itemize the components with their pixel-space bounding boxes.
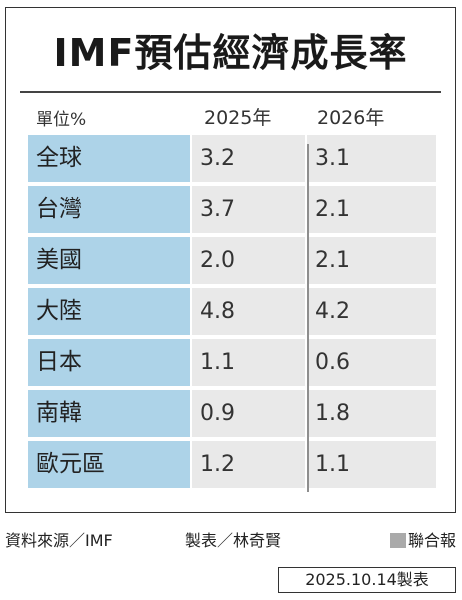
value-2025: 3.7	[192, 186, 305, 233]
table-header-row: 單位% 2025年 2026年	[28, 97, 436, 135]
row-name: 美國	[28, 237, 190, 284]
value-2026: 3.1	[307, 135, 436, 182]
table-row: 美國 2.0 2.1	[28, 237, 436, 284]
value-2026: 1.8	[307, 390, 436, 437]
value-2026: 4.2	[307, 288, 436, 335]
value-2025: 2.0	[192, 237, 305, 284]
value-2025: 1.2	[192, 441, 305, 488]
table-row: 台灣 3.7 2.1	[28, 186, 436, 233]
title-divider	[20, 91, 441, 93]
growth-table: 單位% 2025年 2026年 全球 3.2 3.1 台灣 3.7 2.1 美國…	[28, 97, 436, 492]
chart-frame: IMF預估經濟成長率	[5, 7, 456, 513]
brand-credit: 聯合報	[389, 527, 456, 551]
column-header-2026: 2026年	[317, 107, 385, 129]
value-2026: 1.1	[307, 441, 436, 488]
value-2025: 1.1	[192, 339, 305, 386]
value-2026: 2.1	[307, 237, 436, 284]
row-name: 歐元區	[28, 441, 190, 488]
row-name: 大陸	[28, 288, 190, 335]
value-2025: 0.9	[192, 390, 305, 437]
maker-note: 製表／林奇賢	[185, 531, 282, 550]
date-stamp: 2025.10.14製表	[278, 567, 456, 593]
table-row: 日本 1.1 0.6	[28, 339, 436, 386]
row-name: 台灣	[28, 186, 190, 233]
table-row: 歐元區 1.2 1.1	[28, 441, 436, 488]
value-2025: 3.2	[192, 135, 305, 182]
table-row: 南韓 0.9 1.8	[28, 390, 436, 437]
row-name: 南韓	[28, 390, 190, 437]
column-divider	[307, 144, 309, 492]
value-2026: 0.6	[307, 339, 436, 386]
value-2026: 2.1	[307, 186, 436, 233]
value-2025: 4.8	[192, 288, 305, 335]
source-note: 資料來源／IMF	[5, 531, 113, 550]
row-name: 全球	[28, 135, 190, 182]
table-row: 大陸 4.8 4.2	[28, 288, 436, 335]
footer: 資料來源／IMF 製表／林奇賢 聯合報	[5, 523, 456, 553]
brand-square-icon	[389, 533, 406, 548]
row-name: 日本	[28, 339, 190, 386]
brand-name: 聯合報	[407, 531, 456, 550]
chart-title: IMF預估經濟成長率	[53, 31, 408, 75]
column-header-2025: 2025年	[204, 107, 272, 129]
table-row: 全球 3.2 3.1	[28, 135, 436, 182]
unit-label: 單位%	[36, 110, 87, 130]
